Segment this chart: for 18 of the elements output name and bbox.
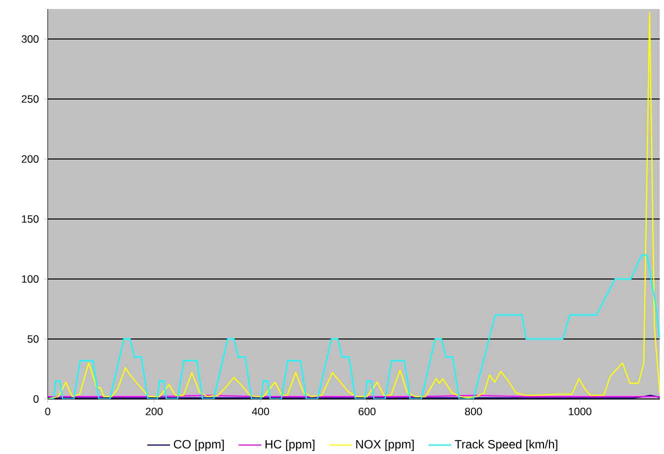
legend-label: HC [ppm] xyxy=(266,440,314,451)
y-tick-label: 300 xyxy=(22,35,39,43)
y-tick-label: 250 xyxy=(22,95,39,103)
y-tick-label: 100 xyxy=(22,275,39,283)
x-tick-label: 0 xyxy=(45,408,50,416)
x-tick-label: 200 xyxy=(146,408,163,416)
y-tick-label: 0 xyxy=(34,395,39,403)
x-tick-label: 600 xyxy=(358,408,376,416)
y-tick-label: 200 xyxy=(22,155,39,163)
y-tick-label: 50 xyxy=(28,335,39,343)
legend-label: Track Speed [km/h] xyxy=(454,440,558,451)
legend-label: CO [ppm] xyxy=(174,440,224,451)
y-tick-label: 150 xyxy=(22,215,39,223)
x-tick-label: 400 xyxy=(252,408,270,416)
x-tick-label: 1000 xyxy=(568,408,592,416)
legend-label: NOX [ppm] xyxy=(356,440,414,451)
line-series xyxy=(48,12,660,399)
x-tick-label: 800 xyxy=(465,408,482,416)
